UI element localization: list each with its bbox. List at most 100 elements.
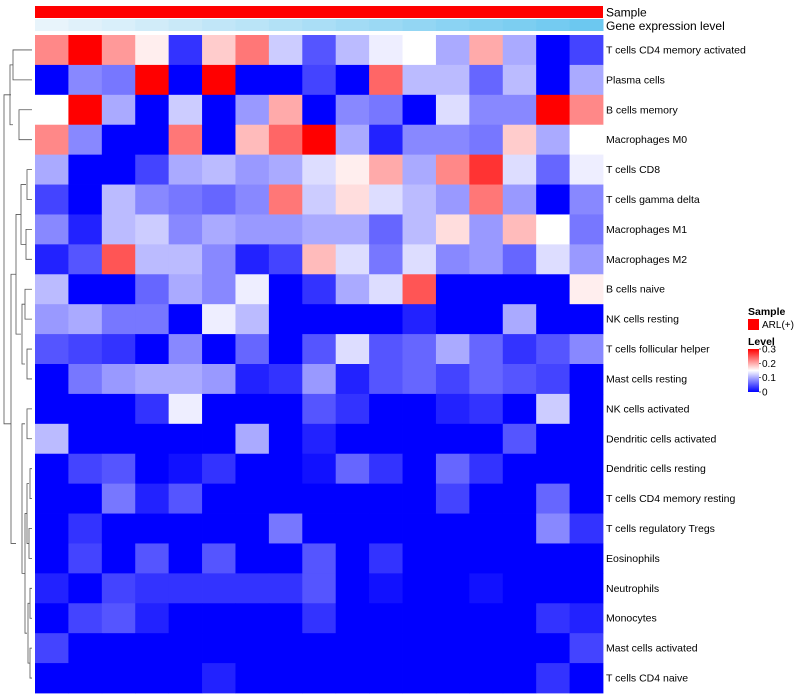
row-label: NK cells activated — [606, 403, 690, 415]
heatmap-cell — [101, 64, 136, 96]
heatmap-cell — [68, 423, 103, 455]
heatmap-cell — [369, 393, 403, 425]
heatmap-cell — [369, 483, 403, 514]
row-label: T cells CD4 naive — [606, 673, 688, 685]
heatmap-cell — [369, 35, 403, 66]
heatmap-cell — [135, 364, 170, 395]
heatmap-cell — [235, 513, 270, 544]
heatmap-cell — [502, 483, 537, 514]
row-label: B cells memory — [606, 104, 679, 116]
heatmap-cell — [302, 244, 337, 275]
heatmap-cell — [235, 633, 270, 664]
heatmap-cell — [502, 304, 537, 335]
heatmap-cell — [536, 633, 570, 664]
heatmap-cell — [435, 64, 470, 96]
heatmap-cell — [435, 35, 470, 66]
heatmap-cell — [502, 244, 537, 275]
heatmap-cell — [268, 35, 303, 66]
heatmap-cell — [101, 573, 136, 604]
heatmap-cell — [536, 274, 570, 305]
heatmap-cell — [302, 633, 337, 664]
heatmap-cell — [335, 124, 370, 156]
heatmap-cell — [135, 304, 170, 335]
heatmap-cell — [369, 304, 403, 335]
annotation-bars — [35, 6, 604, 31]
annotation-cell-gene-expression — [469, 19, 504, 31]
heatmap-cell — [435, 393, 470, 425]
heatmap-cell — [502, 633, 537, 664]
dendrogram-branch — [12, 49, 32, 81]
heatmap-cell — [569, 573, 604, 604]
heatmap-cell — [302, 124, 337, 156]
heatmap-cell — [335, 603, 370, 634]
heatmap-cell — [202, 573, 236, 604]
heatmap-cell — [135, 603, 170, 634]
dendrogram-branch — [10, 273, 16, 544]
heatmap-cell — [569, 364, 604, 395]
row-label: Mast cells resting — [606, 373, 687, 385]
heatmap-cell — [202, 603, 236, 634]
row-labels: T cells CD4 memory activated Plasma cells… — [606, 44, 746, 684]
dendrogram-branch — [26, 348, 32, 380]
dendrogram-branch — [26, 408, 32, 440]
heatmap-cell — [402, 573, 437, 604]
heatmap-cell — [402, 364, 437, 395]
heatmap-cell — [469, 393, 504, 425]
heatmap-cell — [502, 184, 537, 215]
heatmap-cell — [168, 154, 203, 185]
heatmap-cell — [435, 364, 470, 395]
heatmap-cell — [369, 334, 403, 365]
heatmap-cell — [536, 453, 570, 485]
heatmap-cell — [335, 483, 370, 514]
heatmap-cell — [335, 423, 370, 455]
heatmap-cell — [168, 184, 203, 215]
heatmap-cell — [502, 274, 537, 305]
heatmap-cell — [35, 543, 69, 574]
heatmap-cell — [268, 513, 303, 544]
row-label: T cells gamma delta — [606, 194, 700, 206]
heatmap-cell — [402, 64, 437, 96]
heatmap-cell — [202, 94, 236, 126]
dendrogram-branch — [21, 303, 25, 365]
heatmap-cell — [68, 94, 103, 126]
row-label: T cells CD4 memory activated — [606, 44, 746, 56]
dendrogram-branch — [27, 602, 30, 664]
heatmap-cell — [268, 334, 303, 365]
heatmap-cell — [435, 244, 470, 275]
heatmap-cell — [569, 393, 604, 425]
heatmap-cell — [469, 543, 504, 574]
heatmap-cell — [502, 603, 537, 634]
heatmap-cell — [68, 184, 103, 215]
heatmap-cell — [502, 94, 537, 126]
heatmap-cell — [335, 543, 370, 574]
heatmap-cell — [435, 663, 470, 694]
annotation-cell-gene-expression — [402, 19, 437, 31]
heatmap-cell — [469, 453, 504, 485]
heatmap-cell — [302, 94, 337, 126]
heatmap-cell — [135, 184, 170, 215]
heatmap-cell — [135, 124, 170, 156]
heatmap-cell — [302, 364, 337, 395]
heatmap-cell — [402, 603, 437, 634]
heatmap-cell — [369, 423, 403, 455]
heatmap-cell — [68, 334, 103, 365]
heatmap-cell — [135, 35, 170, 66]
annotation-cell-gene-expression — [235, 19, 270, 31]
dendrogram-branch — [21, 423, 25, 574]
heatmap-cell — [168, 483, 203, 514]
heatmap-cell — [335, 214, 370, 245]
legend-sample-entry: ARL(+) — [762, 320, 794, 331]
heatmap-cell — [402, 244, 437, 275]
heatmap-cell — [536, 304, 570, 335]
heatmap-cell — [469, 603, 504, 634]
heatmap-cell — [502, 364, 537, 395]
heatmap-cell — [302, 35, 337, 66]
heatmap-cell — [168, 364, 203, 395]
row-label: Macrophages M2 — [606, 254, 687, 266]
heatmap-cell — [235, 184, 270, 215]
heatmap-cell — [302, 603, 337, 634]
heatmap-cell — [369, 184, 403, 215]
heatmap-cell — [369, 453, 403, 485]
heatmap-cell — [35, 214, 69, 245]
heatmap-cell — [335, 513, 370, 544]
